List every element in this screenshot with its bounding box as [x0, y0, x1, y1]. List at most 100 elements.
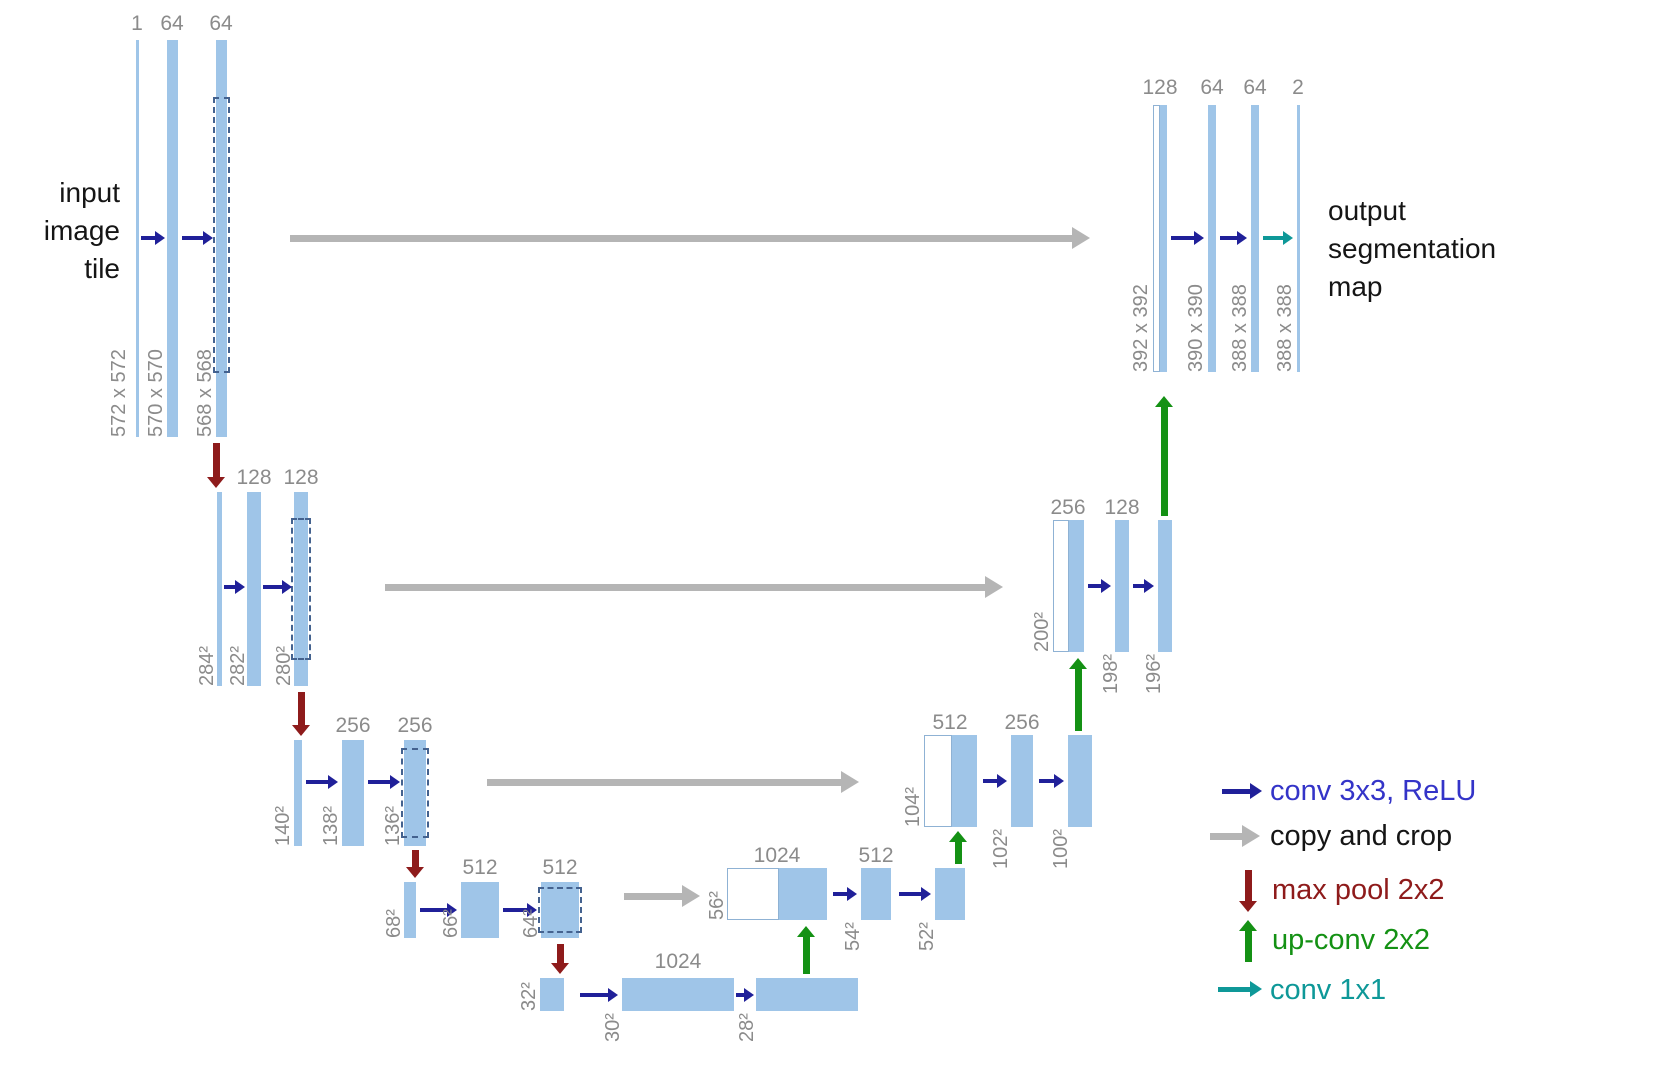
- copy-crop-arrow: [1210, 822, 1260, 850]
- conv-arrow: [182, 226, 213, 250]
- channels-label: 512: [462, 856, 498, 879]
- size-label: 138²: [320, 805, 342, 846]
- legend-item-copy-crop: copy and crop: [1270, 820, 1453, 852]
- up-conv-arrow: [948, 831, 968, 864]
- feature-map-bar: [1158, 520, 1172, 652]
- channels-label: 128: [283, 466, 319, 489]
- conv-arrow: [899, 882, 931, 906]
- feature-map-bar: [1297, 105, 1300, 372]
- feature-map-bar: [404, 740, 426, 846]
- feature-map-bar: [622, 978, 734, 1011]
- max-pool-arrow: [291, 692, 311, 736]
- size-label: 282²: [227, 645, 249, 686]
- conv-arrow: [983, 769, 1007, 793]
- conv-arrow: [141, 226, 165, 250]
- feature-map-bar: [294, 740, 302, 846]
- size-label: 100²: [1050, 829, 1072, 870]
- up-conv-arrow: [1068, 658, 1088, 731]
- conv-arrow: [420, 898, 457, 922]
- channels-label: 128: [1104, 496, 1140, 519]
- crop-outline: [213, 97, 230, 373]
- conv-arrow: [580, 983, 618, 1007]
- max-pool-arrow: [206, 443, 226, 488]
- max-pool-arrow: [550, 944, 570, 974]
- size-label: 104²: [902, 786, 924, 827]
- channels-label: 256: [335, 714, 371, 737]
- feature-map-bar: [540, 978, 564, 1011]
- feature-map-bar: [1208, 105, 1216, 372]
- channels-label: 128: [1142, 76, 1178, 99]
- conv-arrow: [1220, 226, 1247, 250]
- feature-map-bar: [1068, 735, 1092, 827]
- size-label: 196²: [1143, 654, 1165, 695]
- size-label: 66²: [440, 909, 462, 938]
- feature-map-bar: [952, 735, 977, 827]
- max-pool-arrow: [1238, 870, 1258, 912]
- size-label: 52²: [916, 922, 938, 951]
- feature-map-bar: [1115, 520, 1129, 652]
- channels-label: 64: [209, 12, 233, 35]
- conv-arrow: [503, 898, 537, 922]
- feature-map-bar: [1160, 105, 1167, 372]
- size-label: 388 x 388: [1274, 284, 1296, 372]
- size-label: 56²: [706, 891, 728, 920]
- conv-arrow: [1133, 574, 1154, 598]
- size-label: 392 x 392: [1130, 284, 1152, 372]
- feature-map-bar: [935, 868, 965, 920]
- size-label: 64²: [520, 909, 542, 938]
- feature-map-bar: [342, 740, 364, 846]
- legend-item-up-conv: up-conv 2x2: [1272, 924, 1430, 956]
- channels-label: 128: [236, 466, 272, 489]
- copy-crop-arrow: [624, 882, 700, 910]
- size-label: 568 x 568: [194, 349, 216, 437]
- feature-map-bar: [541, 882, 579, 938]
- up-conv-arrow: [796, 926, 816, 974]
- crop-outline: [401, 748, 429, 838]
- size-label: 280²: [273, 645, 295, 686]
- crop-outline: [291, 518, 311, 660]
- channels-label: 256: [1004, 711, 1040, 734]
- feature-map-bar: [217, 492, 222, 686]
- feature-map-bar: [1011, 735, 1033, 827]
- channels-label: 256: [1050, 496, 1086, 519]
- size-label: 570 x 570: [145, 349, 167, 437]
- up-conv-arrow: [1154, 396, 1174, 516]
- conv-arrow: [1088, 574, 1111, 598]
- feature-map-bar: [404, 882, 416, 938]
- channels-label: 1024: [654, 950, 702, 973]
- feature-map-bar: [461, 882, 499, 938]
- max-pool-arrow: [405, 850, 425, 878]
- copied-feature-map: [924, 735, 952, 827]
- conv-arrow: [368, 770, 400, 794]
- size-label: 140²: [272, 805, 294, 846]
- feature-map-bar: [861, 868, 891, 920]
- copied-feature-map: [1053, 520, 1069, 652]
- size-label: 54²: [842, 922, 864, 951]
- legend-item-conv: conv 3x3, ReLU: [1270, 775, 1477, 807]
- feature-map-bar: [167, 40, 178, 437]
- legend-item-max-pool: max pool 2x2: [1272, 874, 1445, 906]
- size-label: 68²: [383, 909, 405, 938]
- size-label: 284²: [196, 645, 218, 686]
- copied-feature-map: [727, 868, 779, 920]
- feature-map-bar: [779, 868, 827, 920]
- copy-crop-arrow: [290, 224, 1090, 252]
- up-conv-arrow: [1238, 920, 1258, 962]
- feature-map-bar: [247, 492, 261, 686]
- conv-1x1-arrow: [1218, 977, 1262, 1001]
- feature-map-bar: [136, 40, 139, 437]
- conv-arrow: [1039, 769, 1064, 793]
- conv-arrow: [1171, 226, 1204, 250]
- size-label: 200²: [1031, 611, 1053, 652]
- channels-label: 1: [131, 12, 143, 35]
- channels-label: 2: [1292, 76, 1304, 99]
- channels-label: 1024: [753, 844, 801, 867]
- legend-item-conv-1x1: conv 1x1: [1270, 974, 1387, 1006]
- copy-crop-arrow: [487, 768, 859, 796]
- copied-feature-map: [1153, 105, 1160, 372]
- input-caption: input image tile: [43, 177, 120, 284]
- channels-label: 512: [858, 844, 894, 867]
- output-caption: output segmentation map: [1328, 195, 1497, 302]
- size-label: 390 x 390: [1185, 284, 1207, 372]
- conv-arrow: [1222, 779, 1262, 803]
